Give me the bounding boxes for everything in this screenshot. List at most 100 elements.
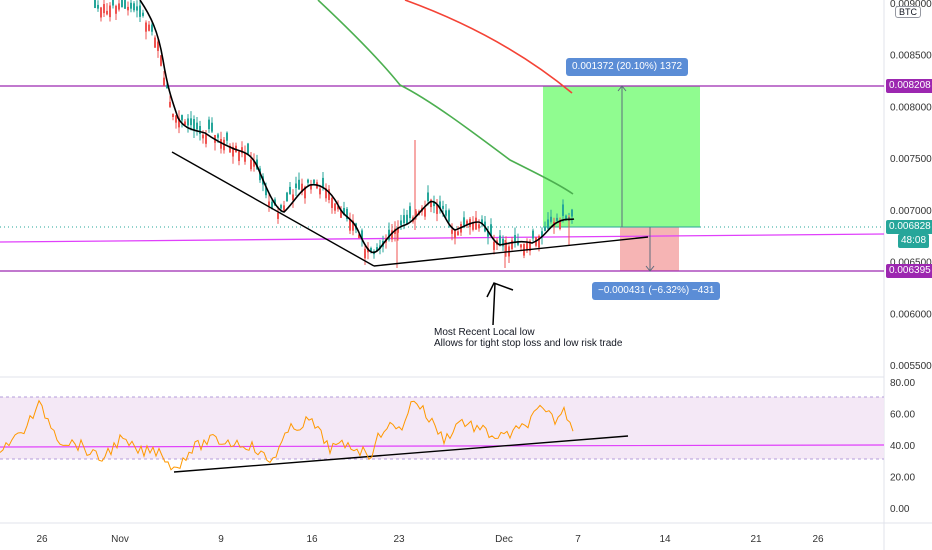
candle-body: [364, 248, 366, 259]
candle-body: [541, 231, 543, 237]
annotation-line-2: Allows for tight stop loss and low risk …: [434, 338, 623, 349]
candle-body: [349, 219, 351, 231]
candle-body: [148, 24, 150, 31]
ma-slow-red: [404, 0, 573, 94]
candle-body: [178, 117, 180, 128]
time-axis-label: 9: [218, 534, 224, 545]
rsi-uptrend-line: [173, 435, 629, 473]
candle-body: [370, 248, 372, 252]
candle-body: [193, 119, 195, 131]
price-downtrend-line: [171, 151, 375, 267]
candle-body: [295, 183, 297, 189]
candle-body: [346, 208, 348, 220]
price-axis-ticks: 0.009000 0.008500 0.008000 0.007500 0.007000…: [890, 0, 932, 372]
candle-body: [151, 24, 153, 32]
candle-body: [400, 220, 402, 226]
candle-body: [115, 5, 117, 14]
candle-body: [241, 147, 243, 154]
candle-body: [445, 210, 447, 216]
candle-body: [118, 3, 120, 10]
magenta-channel-line: [0, 233, 885, 243]
candle-body: [544, 226, 546, 231]
candle-body: [181, 115, 183, 121]
candle-body: [277, 212, 279, 219]
candle-body: [304, 186, 306, 199]
candle-body: [427, 192, 429, 202]
candle-body: [286, 192, 288, 202]
candle-body: [490, 224, 492, 236]
candle-body: [547, 219, 549, 229]
candle-body: [457, 231, 459, 236]
candle-body: [343, 207, 345, 215]
time-axis-label: Nov: [111, 534, 129, 545]
candle-body: [106, 10, 108, 15]
candle-body: [424, 208, 426, 217]
price-tick-label: 0.005500: [890, 361, 932, 372]
candle-body: [133, 3, 135, 11]
candle-body: [352, 220, 354, 231]
candle-body: [226, 132, 228, 141]
candle-body: [454, 230, 456, 239]
candle-body: [466, 220, 468, 225]
candle-body: [376, 247, 378, 252]
candle-body: [322, 177, 324, 187]
candle-body: [433, 201, 435, 207]
time-axis-label: 14: [659, 534, 671, 545]
candle-body: [265, 187, 267, 196]
candle-body: [121, 0, 123, 8]
candle-body: [109, 5, 111, 18]
candle-body: [136, 6, 138, 11]
candle-body: [292, 194, 294, 201]
annotation-arrow: [486, 282, 514, 326]
candle-body: [475, 217, 477, 230]
currency-badge[interactable]: BTC: [895, 6, 921, 18]
candle-body: [502, 238, 504, 247]
candle-body: [184, 121, 186, 126]
candle-body: [247, 143, 249, 154]
target-price-tag: 0.008208: [886, 79, 932, 93]
candle-body: [271, 201, 273, 209]
candle-body: [130, 2, 132, 9]
candle-body: [157, 41, 159, 51]
candle-body: [94, 0, 96, 9]
time-axis-label: 21: [750, 534, 762, 545]
candle-body: [301, 183, 303, 193]
candle-body: [361, 230, 363, 239]
candle-body: [493, 241, 495, 250]
rsi-tick-label: 40.00: [890, 441, 915, 452]
candle-body: [103, 4, 105, 14]
candle-body: [298, 179, 300, 190]
candle-body: [481, 219, 483, 224]
candle-body: [463, 217, 465, 226]
candle-body: [142, 12, 144, 16]
candle-body: [169, 101, 171, 107]
candle-body: [238, 151, 240, 161]
candle-body: [112, 0, 114, 6]
candle-body: [562, 204, 564, 216]
candle-body: [559, 221, 561, 229]
time-axis-label: Dec: [495, 534, 513, 545]
candle-body: [208, 119, 210, 130]
candle-body: [529, 241, 531, 252]
price-tick-label: 0.008000: [890, 102, 932, 113]
rsi-tick-label: 80.00: [890, 378, 915, 389]
candle-body: [175, 115, 177, 123]
candle-body: [403, 215, 405, 224]
candle-body: [244, 153, 246, 162]
candle-body: [211, 122, 213, 132]
rsi-tick-label: 20.00: [890, 473, 915, 484]
time-axis-label: 16: [306, 534, 318, 545]
candle-body: [229, 145, 231, 153]
annotation-note: Most Recent Local low Allows for tight s…: [434, 327, 622, 349]
candle-body: [511, 240, 513, 250]
candle-body: [166, 84, 168, 89]
candle-body: [172, 113, 174, 118]
candle-body: [388, 229, 390, 240]
candle-body: [199, 126, 201, 134]
candle-body: [217, 134, 219, 138]
candle-body: [334, 203, 336, 211]
candle-body: [448, 210, 450, 222]
candle-body: [331, 197, 333, 208]
rsi-axis-ticks: 80.00 60.00 40.00 20.00 0.00: [890, 378, 915, 515]
